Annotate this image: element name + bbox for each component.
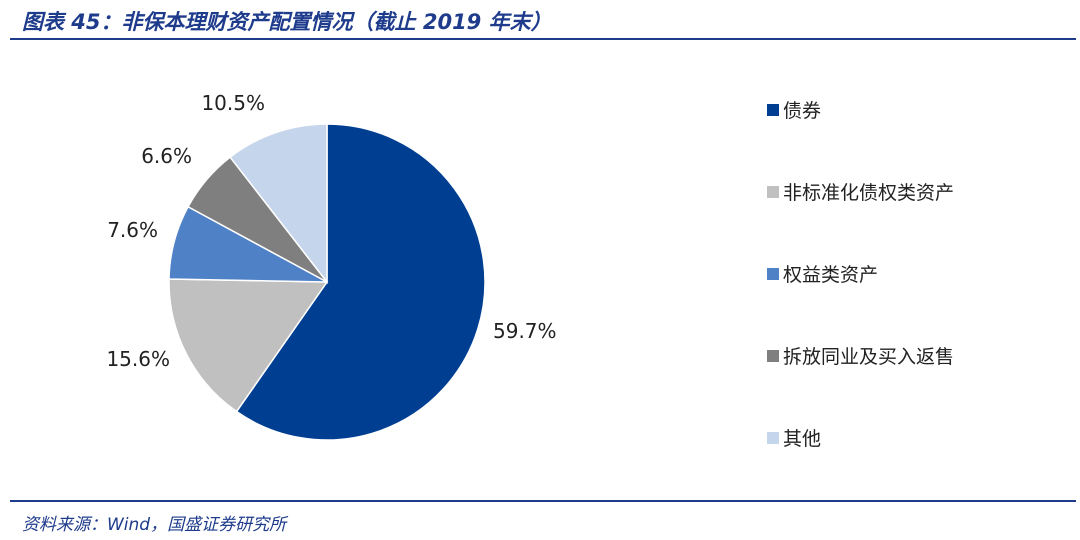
footer-divider bbox=[10, 500, 1076, 502]
data-label-3: 7.6% bbox=[107, 218, 158, 242]
pie-slice-1 bbox=[235, 123, 486, 441]
title-divider bbox=[10, 38, 1076, 40]
legend-swatch-2 bbox=[767, 186, 779, 198]
data-label-2: 15.6% bbox=[106, 347, 170, 371]
legend-swatch-4 bbox=[767, 350, 779, 362]
data-label-5: 10.5% bbox=[201, 91, 265, 115]
pie-slice-2 bbox=[168, 278, 329, 413]
pie-slice-5 bbox=[229, 123, 328, 285]
pie-slices bbox=[168, 123, 486, 441]
legend-swatch-1 bbox=[767, 104, 779, 116]
chart-title: 图表 45：非保本理财资产配置情况（截止 2019 年末） bbox=[22, 10, 552, 34]
legend-label-4: 拆放同业及买入返售 bbox=[783, 346, 954, 368]
source-note: 资料来源：Wind，国盛证券研究所 bbox=[22, 515, 287, 535]
legend-label-1: 债券 bbox=[783, 100, 821, 122]
data-label-1: 59.7% bbox=[493, 319, 557, 343]
pie-labels: 59.7% 15.6% 7.6% 6.6% 10.5% bbox=[106, 91, 556, 371]
legend-label-2: 非标准化债权类资产 bbox=[783, 182, 954, 204]
legend-swatch-3 bbox=[767, 268, 779, 280]
legend-swatch-5 bbox=[767, 432, 779, 444]
legend-label-3: 权益类资产 bbox=[783, 264, 878, 286]
pie-chart: 59.7% 15.6% 7.6% 6.6% 10.5% 债券非标准化债权类资产权益类资产… bbox=[106, 91, 954, 450]
legend-label-5: 其他 bbox=[783, 428, 821, 450]
data-label-4: 6.6% bbox=[141, 144, 192, 168]
